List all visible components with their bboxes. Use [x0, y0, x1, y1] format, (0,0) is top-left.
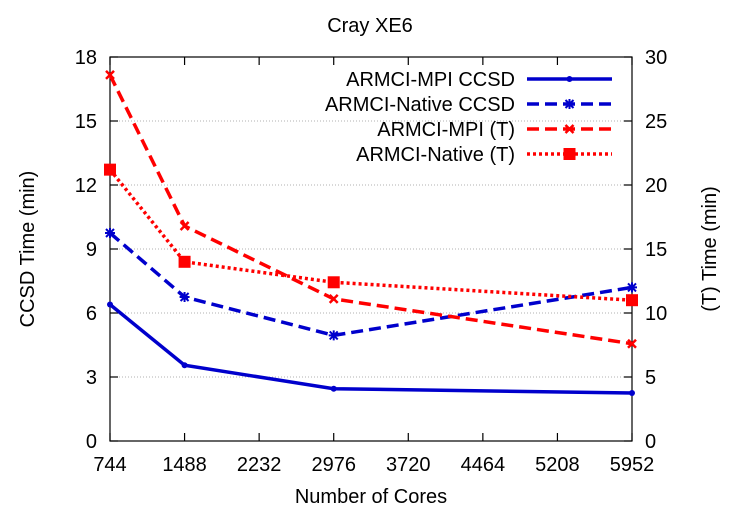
legend: ARMCI-MPI CCSD ARMCI-Native CCSD ARMCI-MPI…	[325, 69, 612, 166]
series-1-point-0	[105, 228, 115, 238]
legend-label-1: ARMCI-Native CCSD	[325, 94, 515, 116]
series-1	[105, 228, 637, 341]
y-tick-label-4: 12	[75, 175, 97, 197]
series-0-point-1	[181, 362, 188, 369]
series-0-point-2	[330, 385, 337, 392]
x-axis-title: Number of Cores	[295, 486, 447, 508]
y-tick-label-3: 9	[86, 239, 97, 261]
y2-axis-title: (T) Time (min)	[699, 186, 721, 312]
series-3-point-0	[104, 163, 116, 176]
series-2-point-0	[105, 70, 115, 80]
series-0-point-3	[629, 390, 635, 396]
series-2	[105, 70, 637, 349]
y2-tick-label-6: 30	[645, 47, 667, 69]
legend-marker-3	[563, 148, 576, 160]
series-1-point-2	[328, 330, 339, 341]
y2-tick-label-1: 5	[645, 367, 656, 389]
y-tick-label-2: 6	[86, 303, 97, 325]
series-2-point-1	[179, 221, 190, 231]
legend-label-3: ARMCI-Native (T)	[356, 144, 515, 166]
y2-tick-label-4: 20	[645, 175, 667, 197]
series-1-point-1	[179, 292, 190, 302]
y2-tick-label-3: 15	[645, 239, 667, 261]
y-tick-label-5: 15	[75, 111, 97, 133]
y-tick-label-0: 0	[86, 431, 97, 453]
x-tick-label-1: 1488	[162, 454, 207, 476]
x-tick-label-3: 2976	[311, 454, 356, 476]
x-tick-label-5: 4464	[461, 454, 506, 476]
series-2-point-2	[328, 294, 339, 304]
legend-marker-1	[564, 99, 575, 109]
series-0	[107, 301, 635, 396]
series-3-point-1	[178, 255, 191, 268]
series-3-point-2	[327, 276, 340, 289]
legend-label-2: ARMCI-MPI (T)	[377, 119, 515, 141]
series-layer	[104, 70, 638, 396]
y2-axis-ticks: 0 5 10 15 20 25 30	[624, 47, 667, 453]
grid-lines	[110, 120, 632, 378]
series-0-point-0	[107, 301, 113, 308]
legend-marker-0	[566, 76, 573, 82]
series-line-0	[108, 303, 633, 395]
x-tick-label-4: 3720	[386, 454, 431, 476]
y-axis-ticks: 0 3 6 9 12 15 18	[75, 47, 118, 453]
legend-marker-2	[564, 124, 575, 134]
y2-tick-label-2: 10	[645, 303, 667, 325]
series-3	[104, 163, 638, 307]
x-tick-label-2: 2232	[237, 454, 282, 476]
series-line-3	[108, 168, 633, 302]
y-tick-label-1: 3	[86, 367, 97, 389]
series-3-point-3	[626, 294, 638, 307]
x-tick-label-6: 5208	[535, 454, 580, 476]
x-tick-label-0: 744	[93, 454, 126, 476]
x-tick-label-7: 5952	[610, 454, 655, 476]
legend-label-0: ARMCI-MPI CCSD	[346, 69, 515, 91]
y2-tick-label-5: 25	[645, 111, 667, 133]
series-1-point-3	[627, 282, 637, 293]
chart-title: Cray XE6	[327, 15, 413, 37]
y-axis-title: CCSD Time (min)	[17, 171, 39, 328]
x-axis-ticks: 744 1488 2232 2976 3720 4464 5208 5952	[93, 57, 654, 476]
series-line-1	[108, 231, 633, 338]
series-2-point-3	[627, 338, 637, 349]
y2-tick-label-0: 0	[645, 431, 656, 453]
y-tick-label-6: 18	[75, 47, 97, 69]
